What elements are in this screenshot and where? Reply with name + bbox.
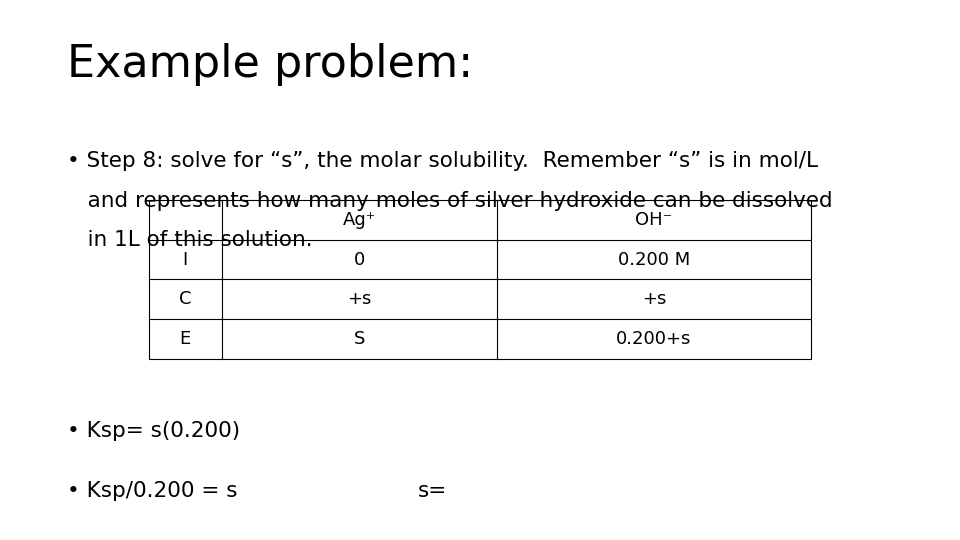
- Text: 0.200+s: 0.200+s: [616, 330, 691, 348]
- Text: +s: +s: [347, 291, 372, 308]
- Text: • Ksp/0.200 = s: • Ksp/0.200 = s: [67, 481, 238, 501]
- Text: OH⁻: OH⁻: [636, 211, 672, 229]
- Text: E: E: [180, 330, 191, 348]
- Text: C: C: [179, 291, 191, 308]
- Text: +s: +s: [641, 291, 666, 308]
- Text: 0: 0: [353, 251, 365, 268]
- Text: S: S: [353, 330, 365, 348]
- Text: • Step 8: solve for “s”, the molar solubility.  Remember “s” is in mol/L: • Step 8: solve for “s”, the molar solub…: [67, 151, 818, 171]
- Bar: [149, 200, 811, 359]
- Text: s=: s=: [418, 481, 446, 501]
- Text: in 1L of this solution.: in 1L of this solution.: [67, 230, 313, 250]
- Text: Ag⁺: Ag⁺: [343, 211, 375, 229]
- Text: 0.200 M: 0.200 M: [617, 251, 690, 268]
- Text: and represents how many moles of silver hydroxide can be dissolved: and represents how many moles of silver …: [67, 191, 833, 211]
- Text: Example problem:: Example problem:: [67, 43, 473, 86]
- Text: I: I: [182, 251, 188, 268]
- Text: • Ksp= s(0.200): • Ksp= s(0.200): [67, 421, 240, 441]
